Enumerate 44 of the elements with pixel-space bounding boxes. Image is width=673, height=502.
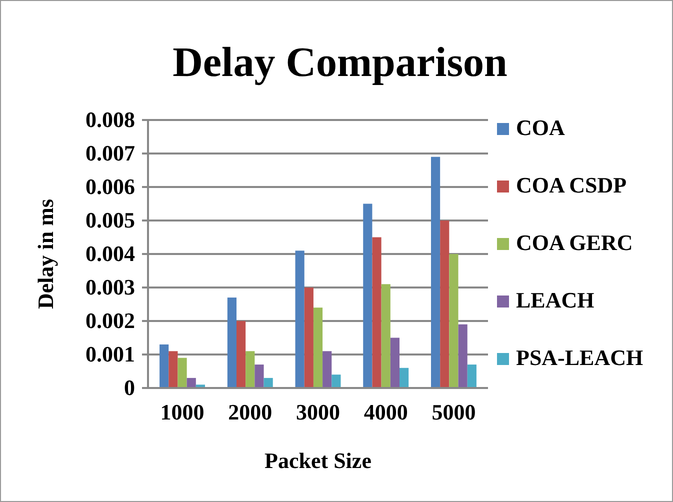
bar bbox=[254, 364, 264, 388]
bar bbox=[332, 374, 341, 388]
y-tick-label: 0.006 bbox=[86, 174, 135, 200]
bar bbox=[313, 308, 323, 388]
chart-title: Delay Comparison bbox=[172, 40, 508, 86]
legend-label: COA GERC bbox=[516, 230, 633, 255]
bar bbox=[246, 351, 255, 388]
y-tick-label: 0.005 bbox=[86, 208, 135, 233]
bar bbox=[304, 288, 314, 388]
bar bbox=[227, 298, 236, 388]
bar bbox=[381, 284, 390, 388]
bar bbox=[363, 204, 372, 388]
y-tick-label: 0.008 bbox=[86, 107, 135, 132]
bar bbox=[168, 351, 178, 388]
bar bbox=[430, 156, 440, 388]
bar bbox=[372, 237, 382, 388]
bar bbox=[440, 220, 450, 388]
bar bbox=[390, 338, 400, 388]
x-tick-label: 5000 bbox=[432, 400, 476, 425]
legend-label: PSA-LEACH bbox=[516, 345, 644, 370]
y-tick-label: 0.004 bbox=[86, 241, 135, 266]
bar bbox=[178, 358, 187, 388]
y-tick-label: 0.007 bbox=[86, 140, 135, 166]
bar bbox=[160, 344, 169, 388]
x-tick-label: 3000 bbox=[296, 400, 340, 425]
bar bbox=[449, 254, 458, 388]
bar bbox=[236, 321, 246, 388]
y-tick-label: 0 bbox=[124, 375, 135, 400]
legend-label: COA bbox=[516, 115, 565, 140]
y-tick-label: 0.002 bbox=[86, 308, 135, 334]
x-tick-label: 2000 bbox=[228, 400, 272, 425]
legend-label: LEACH bbox=[516, 288, 594, 312]
x-tick-label: 1000 bbox=[160, 400, 204, 425]
bar bbox=[322, 351, 332, 388]
y-axis-title: Delay in ms bbox=[33, 198, 58, 309]
bar bbox=[467, 364, 476, 388]
x-axis-title: Packet Size bbox=[264, 448, 372, 473]
legend-label: COA CSDP bbox=[516, 172, 627, 198]
y-tick-label: 0.003 bbox=[86, 274, 135, 300]
bar bbox=[458, 324, 468, 388]
y-tick-label: 0.001 bbox=[86, 342, 135, 367]
bar bbox=[295, 250, 304, 388]
bar bbox=[400, 368, 409, 388]
x-tick-label: 4000 bbox=[364, 400, 408, 425]
